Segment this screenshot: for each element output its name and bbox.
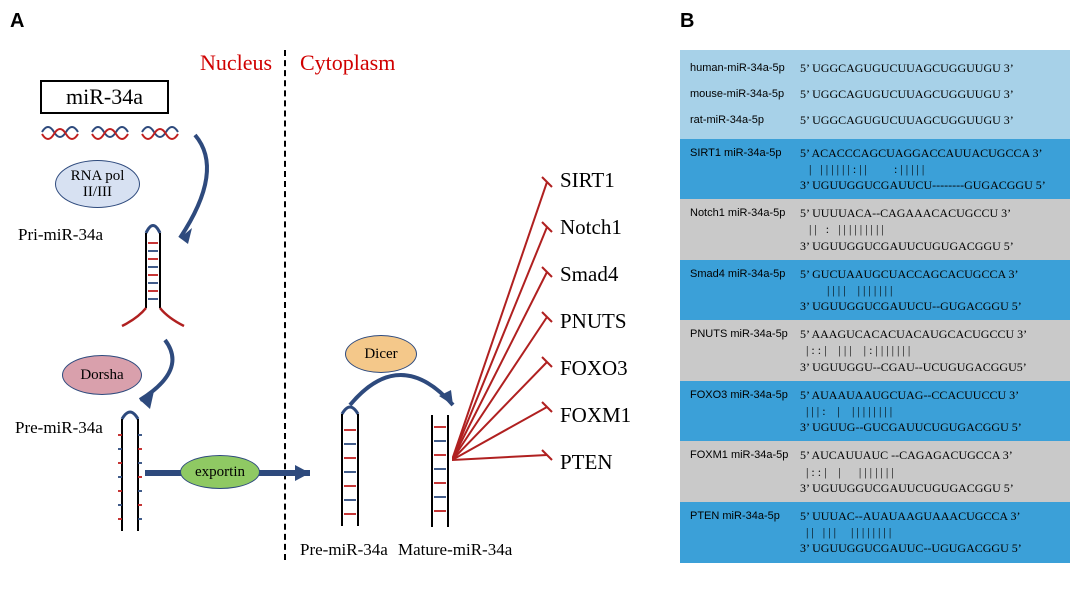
target-list: SIRT1 Notch1 Smad4 PNUTS FOXO3 FOXM1 PTE… [560, 168, 631, 497]
mir34a-box: miR-34a [40, 80, 169, 114]
target-fan [452, 160, 562, 510]
species-seq: 5’ UGGCAGUGUCUUAGCUGGUUGU 3’ [800, 60, 1014, 76]
pre2-label: Pre-miR-34a [300, 540, 388, 560]
alignment-row: Notch1 miR-34a-5p5’ UUUUACA--CAGAAACACUG… [680, 199, 1070, 260]
rnapol-ellipse: RNA pol II/III [55, 160, 140, 208]
target-foxm1: FOXM1 [560, 403, 631, 428]
alignment-name: Smad4 miR-34a-5p [690, 266, 800, 280]
alignment-name: SIRT1 miR-34a-5p [690, 145, 800, 159]
target-sirt1: SIRT1 [560, 168, 631, 193]
alignment-name: FOXO3 miR-34a-5p [690, 387, 800, 401]
cytoplasm-label: Cytoplasm [300, 50, 395, 76]
alignment-seq: 5’ AUCAUUAUC --CAGAGACUGCCA 3’ | : : | |… [800, 447, 1014, 496]
nucleus-label: Nucleus [200, 50, 272, 76]
panel-b: human-miR-34a-5p 5’ UGGCAGUGUCUUAGCUGGUU… [680, 50, 1070, 590]
target-notch1: Notch1 [560, 215, 631, 240]
alignment-row: PTEN miR-34a-5p5’ UUUAC--AUAUAAGUAAACUGC… [680, 502, 1070, 563]
pri-label: Pri-miR-34a [18, 225, 103, 245]
alignment-seq: 5’ GUCUAAUGCUACCAGCACUGCCA 3’ | | | | | … [800, 266, 1022, 315]
panel-b-label: B [680, 10, 694, 33]
alignment-row: FOXM1 miR-34a-5p5’ AUCAUUAUC --CAGAGACUG… [680, 441, 1070, 502]
alignment-seq: 5’ ACACCCAGCUAGGACCAUUACUGCCA 3’ | | | |… [800, 145, 1046, 194]
mature-label: Mature-miR-34a [398, 540, 512, 560]
target-foxo3: FOXO3 [560, 356, 631, 381]
target-smad4: Smad4 [560, 262, 631, 287]
alignment-row: FOXO3 miR-34a-5p5’ AUAAUAAUGCUAG--CCACUU… [680, 381, 1070, 442]
alignment-row: PNUTS miR-34a-5p5’ AAAGUCACACUACAUGCACUG… [680, 320, 1070, 381]
alignment-name: PTEN miR-34a-5p [690, 508, 800, 522]
exportin-text: exportin [195, 464, 245, 481]
arrow-2 [110, 335, 200, 415]
pre1-label: Pre-miR-34a [15, 418, 103, 438]
species-seq: 5’ UGGCAGUGUCUUAGCUGGUUGU 3’ [800, 112, 1014, 128]
alignment-row: SIRT1 miR-34a-5p5’ ACACCCAGCUAGGACCAUUAC… [680, 139, 1070, 200]
exportin-ellipse: exportin [180, 455, 260, 489]
alignment-seq: 5’ UUUUACA--CAGAAACACUGCCU 3’ | | : | | … [800, 205, 1014, 254]
species-name: mouse-miR-34a-5p [690, 86, 800, 102]
panel-a: Nucleus Cytoplasm miR-34a RNA pol II/III… [0, 0, 670, 602]
species-row: human-miR-34a-5p 5’ UGGCAGUGUCUUAGCUGGUU… [680, 50, 1070, 139]
alignment-seq: 5’ AUAAUAAUGCUAG--CCACUUCCU 3’ | | | : |… [800, 387, 1022, 436]
alignment-row: Smad4 miR-34a-5p5’ GUCUAAUGCUACCAGCACUGC… [680, 260, 1070, 321]
alignment-name: PNUTS miR-34a-5p [690, 326, 800, 340]
alignment-name: Notch1 miR-34a-5p [690, 205, 800, 219]
target-pten: PTEN [560, 450, 631, 475]
alignments-block: SIRT1 miR-34a-5p5’ ACACCCAGCUAGGACCAUUAC… [680, 139, 1070, 563]
alignment-seq: 5’ UUUAC--AUAUAAGUAAACUGCCA 3’ | | | | |… [800, 508, 1022, 557]
species-name: rat-miR-34a-5p [690, 112, 800, 128]
species-seq: 5’ UGGCAGUGUCUUAGCUGGUUGU 3’ [800, 86, 1014, 102]
alignment-name: FOXM1 miR-34a-5p [690, 447, 800, 461]
alignment-seq: 5’ AAAGUCACACUACAUGCACUGCCU 3’ | : : | |… [800, 326, 1027, 375]
target-pnuts: PNUTS [560, 309, 631, 334]
species-name: human-miR-34a-5p [690, 60, 800, 76]
rnapol-text: RNA pol II/III [71, 168, 125, 201]
pri-hairpin [118, 218, 188, 338]
